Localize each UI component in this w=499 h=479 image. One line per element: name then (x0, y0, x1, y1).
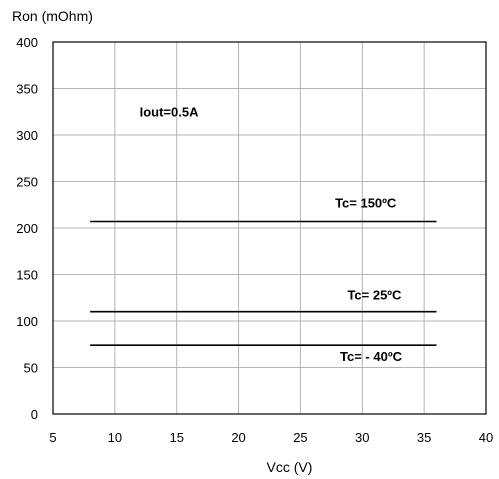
x-tick-label: 10 (108, 430, 122, 445)
annotations: Iout=0.5A Tc= 150ºC Tc= 25ºC Tc= - 40ºC (140, 104, 403, 364)
y-tick-label: 50 (24, 361, 38, 376)
y-tick-label: 200 (16, 221, 38, 236)
annotation-label: Tc= 25ºC (347, 288, 402, 303)
series-lines (90, 220, 437, 346)
x-axis-label: Vcc (V) (267, 459, 313, 475)
y-axis-label: Ron (mOhm) (12, 8, 93, 24)
y-tick-label: 0 (31, 407, 38, 422)
y-tick-label: 300 (16, 128, 38, 143)
y-tick-label: 400 (16, 35, 38, 50)
x-tick-label: 5 (49, 430, 56, 445)
annotation-label: Iout=0.5A (140, 104, 199, 119)
grid (53, 42, 486, 414)
plot-frame (52, 41, 487, 415)
x-tick-label: 15 (169, 430, 183, 445)
y-tick-label: 250 (16, 175, 38, 190)
y-tick-label: 150 (16, 268, 38, 283)
y-tick-label: 100 (16, 314, 38, 329)
y-tick-label: 350 (16, 82, 38, 97)
x-tick-label: 30 (355, 430, 369, 445)
annotation-label: Tc= - 40ºC (340, 349, 403, 364)
x-tick-label: 35 (417, 430, 431, 445)
annotation-label: Tc= 150ºC (335, 196, 397, 211)
x-tick-label: 40 (479, 430, 493, 445)
x-tick-label: 20 (231, 430, 245, 445)
x-tick-label: 25 (293, 430, 307, 445)
